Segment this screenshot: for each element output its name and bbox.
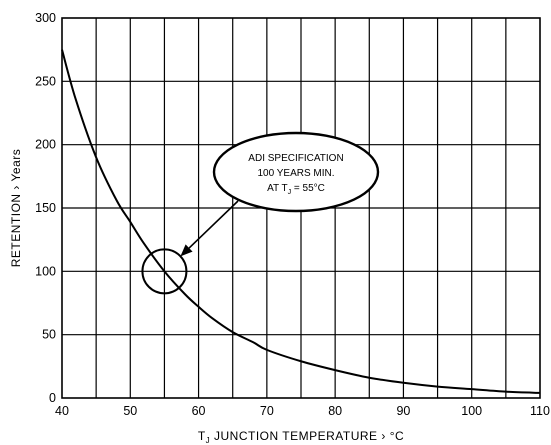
x-axis-title-prefix: T (198, 429, 206, 443)
annotation-line-3: AT TJ = 55°C (267, 183, 325, 196)
y-axis-ticks: 0 50 100 150 200 250 300 (35, 11, 56, 405)
annotation-line-1: ADI SPECIFICATION (248, 153, 343, 164)
plot-frame (61, 17, 541, 399)
x-tick-label: 110 (530, 404, 550, 418)
annotation-line-3-subscript: J (288, 189, 292, 196)
annotation-line-3-prefix: AT T (267, 183, 288, 194)
annotation-line-2: 100 YEARS MIN. (257, 168, 334, 179)
x-tick-label: 40 (55, 404, 69, 418)
x-axis-ticks: 40 50 60 70 80 90 100 110 (55, 404, 550, 418)
series-line-retention (61, 49, 541, 394)
annotation-arrow-head (180, 244, 193, 257)
y-tick-label: 0 (49, 391, 56, 405)
x-axis-title-subscript: J (206, 436, 211, 445)
x-tick-label: 60 (192, 404, 206, 418)
annotation-line-3-rest: = 55°C (291, 183, 325, 194)
x-tick-label: 100 (461, 404, 482, 418)
x-axis-title: TJ JUNCTION TEMPERATURE › °C (198, 429, 404, 445)
x-tick-label: 50 (123, 404, 137, 418)
x-tick-label: 70 (260, 404, 274, 418)
y-tick-label: 300 (35, 11, 56, 25)
y-tick-label: 250 (35, 74, 56, 88)
x-tick-label: 80 (328, 404, 342, 418)
annotation-arrow-line (188, 200, 239, 249)
y-axis-title: RETENTION › Years (9, 149, 23, 268)
y-tick-label: 100 (35, 264, 56, 278)
annotation-target-circle (141, 248, 188, 295)
x-axis-title-rest: JUNCTION TEMPERATURE › °C (210, 429, 404, 443)
x-tick-label: 90 (396, 404, 410, 418)
y-tick-label: 50 (42, 328, 56, 342)
y-tick-label: 150 (35, 201, 56, 215)
annotation-bubble (212, 131, 380, 213)
y-tick-label: 200 (35, 138, 56, 152)
